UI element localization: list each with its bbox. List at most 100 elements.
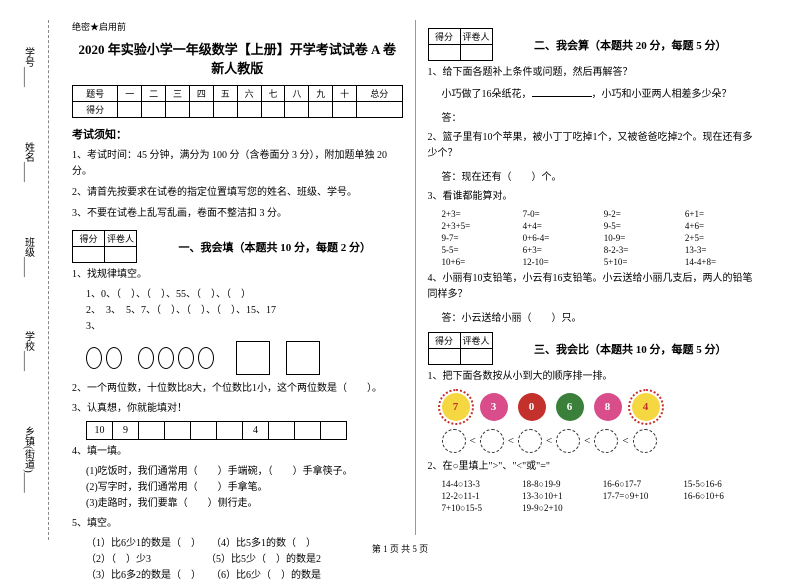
s3-q1: 1、把下面各数按从小到大的顺序排一排。 [428,369,759,385]
gear-icon [480,429,504,453]
s2-q1: 1、给下面各题补上条件或问题，然后再解答？ [428,65,759,81]
flower-row: 730684 [442,393,759,421]
s2-q4-ans: 答：小云送给小丽（ ）只。 [442,309,759,324]
gear-icon [518,429,542,453]
flower-number: 3 [480,393,508,421]
side-label: 班级____ [21,237,36,277]
side-label: 学校____ [21,331,36,371]
q4-line: (3)走路时，我们要靠（ ）侧行走。 [86,496,403,512]
equation-cell: 10+6= [442,257,515,267]
equation-cell: 0+6-4= [523,233,596,243]
square-icon [286,341,320,375]
rater-label: 评卷人 [105,231,137,247]
flower-number: 4 [632,393,660,421]
oval-icon [86,347,102,369]
equation-cell: 9-2= [604,209,677,219]
q5: 5、填空。 [72,516,403,532]
q1-line: 3、 [86,319,403,335]
comparison-cell: 7+10○15-5 [442,503,517,513]
notice-title: 考试须知： [72,126,403,142]
flower-number: 7 [442,393,470,421]
section-3-title: 三、我会比（本题共 10 分，每题 5 分） [503,341,759,357]
square-icon [236,341,270,375]
q5-line: （3）比6多2的数是（ ） （6）比6少（ ）的数是 [86,568,403,584]
s2-q4: 4、小丽有10支铅笔，小云有16支铅笔。小云送给小丽几支后，两人的铅笔同样多？ [428,271,759,303]
equation-cell: 7-0= [523,209,596,219]
q1-line: 2、 3、 5、7、（ ）、（ ）、（ ）、15、17 [86,303,403,319]
secret-label: 绝密★启用前 [72,20,403,33]
comparison-cell: 13-3○10+1 [522,491,597,501]
flower-number: 8 [594,393,622,421]
score-label: 得分 [73,231,105,247]
header-cell: 二 [142,86,166,102]
notice-item: 3、不要在试卷上乱写乱画，卷面不整洁扣 3 分。 [72,206,403,222]
header-cell: 九 [309,86,333,102]
comparison-cell: 15-5○16-6 [683,479,758,489]
number-sequence-table: 10 9 4 [86,421,347,440]
comparison-cell: 17-7=○9+10 [603,491,678,501]
notice-item: 1、考试时间：45 分钟，满分为 100 分（含卷面分 3 分），附加题单独 2… [72,148,403,180]
comparison-cell: 18-8○19-9 [522,479,597,489]
flower-number: 0 [518,393,546,421]
left-column: 绝密★启用前 2020 年实验小学一年级数学【上册】开学考试试卷 A 卷 新人教… [60,20,415,535]
flower-number: 6 [556,393,584,421]
header-cell: 五 [213,86,237,102]
section-1-title: 一、我会填（本题共 10 分，每题 2 分） [147,239,403,255]
oval-icon [106,347,122,369]
s2-q2-ans: 答：现在还有（ ）个。 [442,168,759,183]
q1: 1、找规律填空。 [72,267,403,283]
equation-cell: 14-4+8= [685,257,758,267]
q3: 3、认真想，你就能填对！ [72,401,403,417]
header-cell: 总分 [357,86,402,102]
equation-cell: 6+3= [523,245,596,255]
side-label: 乡镇(街道)____ [21,426,36,493]
equation-cell: 12-10= [523,257,596,267]
equation-cell: 9-7= [442,233,515,243]
s2-q1-line: 小巧做了16朵纸花，，小巧和小亚两人相差多少朵？ [442,85,759,103]
score-table: 题号 一 二 三 四 五 六 七 八 九 十 总分 得分 [72,85,403,118]
header-cell: 七 [261,86,285,102]
equation-cell: 2+3= [442,209,515,219]
equation-cell: 2+3+5= [442,221,515,231]
q4-line: (2)写字时，我们通常用（ ）手拿笔。 [86,480,403,496]
comparison-cell: 14-4○13-3 [442,479,517,489]
q4: 4、填一填。 [72,444,403,460]
notice-item: 2、请首先按要求在试卷的指定位置填写您的姓名、班级、学号。 [72,185,403,201]
s3-q2: 2、在○里填上">"、"<"或"=" [428,459,759,475]
s2-q3: 3、看谁都能算对。 [428,189,759,205]
equation-cell: 5+10= [604,257,677,267]
exam-title: 2020 年实验小学一年级数学【上册】开学考试试卷 A 卷 新人教版 [72,39,403,77]
equation-cell: 4+4= [523,221,596,231]
header-cell: 四 [189,86,213,102]
comparison-grid: 14-4○13-3 18-8○19-9 16-6○17-7 15-5○16-6 12-2… [442,479,759,513]
side-label: 姓名____ [21,142,36,182]
equation-cell: 8-2-3= [604,245,677,255]
header-cell: 三 [166,86,190,102]
gear-icon [556,429,580,453]
oval-icon [198,347,214,369]
comparison-cell: 16-6○10+6 [683,491,758,501]
equation-grid: 2+3=7-0=9-2=6+1=2+3+5=4+4=9-5=4+6=9-7=0+… [442,209,759,267]
equation-cell: 4+6= [685,221,758,231]
comparison-cell: 12-2○11-1 [442,491,517,501]
header-cell: 六 [237,86,261,102]
side-label: 学号____ [21,47,36,87]
exam-page: 绝密★启用前 2020 年实验小学一年级数学【上册】开学考试试卷 A 卷 新人教… [0,0,800,565]
comparison-cell: 19-9○2+10 [522,503,597,513]
page-footer: 第 1 页 共 5 页 [0,542,800,555]
header-cell: 八 [285,86,309,102]
right-column: 得分 评卷人 二、我会算（本题共 20 分，每题 5 分） 1、给下面各题补上条… [415,20,771,535]
gear-icon [633,429,657,453]
header-cell: 一 [118,86,142,102]
section-header-3: 得分 评卷人 三、我会比（本题共 10 分，每题 5 分） [428,332,759,365]
equation-cell: 2+5= [685,233,758,243]
score-label: 得分 [428,29,460,45]
equation-cell: 13-3= [685,245,758,255]
answer-label: 答： [442,109,759,124]
section-header-2: 得分 评卷人 二、我会算（本题共 20 分，每题 5 分） [428,28,759,61]
row-label: 得分 [73,102,118,118]
score-label: 得分 [428,333,460,349]
comparison-cell: 16-6○17-7 [603,479,678,489]
equation-cell: 5-5= [442,245,515,255]
blank-line [532,85,592,97]
